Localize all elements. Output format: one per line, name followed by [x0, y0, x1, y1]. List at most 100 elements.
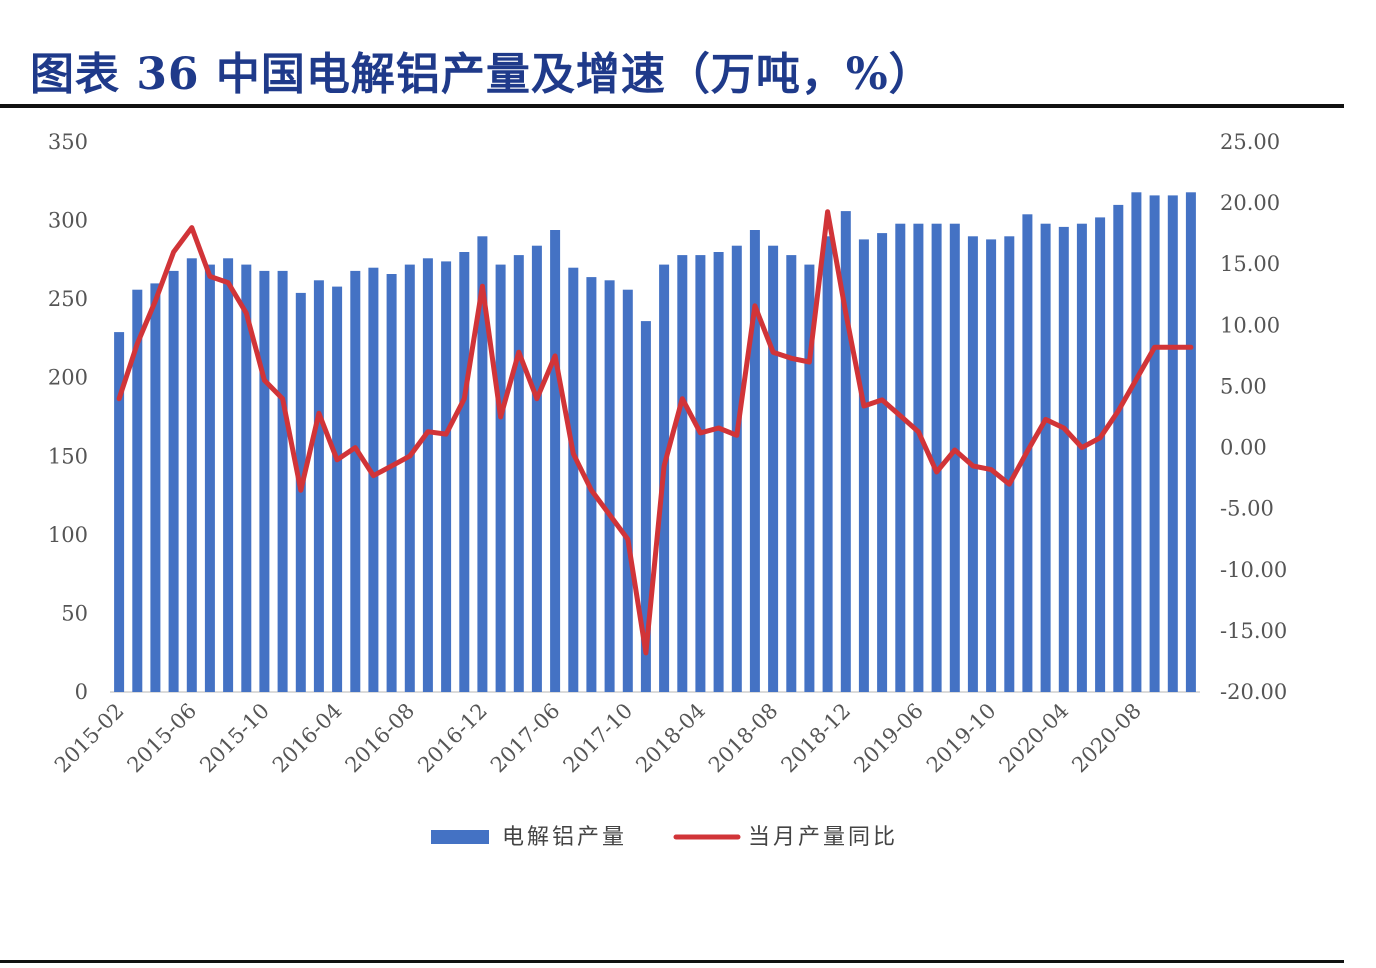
bar: [313, 280, 324, 692]
bar: [477, 236, 488, 693]
bar: [241, 264, 252, 692]
x-axis-tick: 2018-08: [704, 699, 783, 778]
bar: [531, 245, 542, 692]
bar: [1131, 192, 1142, 693]
bottom-divider: [0, 960, 1344, 963]
bar: [223, 258, 234, 692]
bar: [186, 258, 197, 692]
bar: [1095, 217, 1106, 692]
bar: [895, 223, 906, 692]
left-axis-tick: 100: [48, 523, 88, 547]
chart-title: 图表 36 中国电解铝产量及增速（万吨，%）: [30, 49, 934, 100]
bar: [332, 286, 343, 692]
bar: [804, 264, 815, 692]
left-axis-tick: 350: [48, 130, 88, 154]
right-axis-tick: -5.00: [1220, 497, 1274, 521]
bar: [622, 289, 633, 692]
bar: [150, 283, 161, 692]
bar: [913, 223, 924, 692]
bar: [1185, 192, 1196, 693]
bar: [877, 233, 888, 692]
bar: [422, 258, 433, 692]
left-axis-tick: 150: [48, 444, 88, 468]
x-axis-tick: 2016-04: [268, 699, 347, 778]
x-axis-tick: 2015-02: [50, 699, 129, 778]
bar: [168, 270, 179, 692]
legend: 电解铝产量 当月产量同比: [431, 825, 898, 850]
right-axis-tick: -15.00: [1220, 619, 1287, 643]
right-axis-ticks: -20.00 -15.00 -10.00 -5.00 0.00 5.00 10.00 15.0…: [1220, 130, 1287, 704]
bar: [731, 245, 742, 692]
x-axis-tick: 2016-12: [413, 699, 492, 778]
bar: [386, 274, 397, 692]
bar: [495, 264, 506, 692]
right-axis-tick: 15.00: [1220, 252, 1280, 276]
bar: [1076, 223, 1087, 692]
bar: [858, 239, 869, 692]
bar: [404, 264, 415, 692]
bar: [986, 239, 997, 692]
bar: [840, 211, 851, 692]
bar: [768, 245, 779, 692]
legend-label-line: 当月产量同比: [748, 825, 898, 850]
bar: [1040, 223, 1051, 692]
right-axis-tick: 0.00: [1220, 436, 1267, 460]
bar: [586, 277, 597, 692]
bar: [749, 230, 760, 692]
bar: [368, 267, 379, 692]
bar: [695, 255, 706, 692]
bar: [441, 261, 452, 692]
bar: [949, 223, 960, 692]
right-axis-tick: -20.00: [1220, 680, 1287, 704]
bar: [350, 270, 361, 692]
bar: [204, 264, 215, 692]
x-axis-tick: 2019-10: [922, 699, 1001, 778]
bar-series-production: [114, 192, 1196, 693]
bar: [568, 267, 579, 692]
legend-label-bar: 电解铝产量: [502, 825, 627, 850]
left-axis-tick: 200: [48, 366, 88, 390]
bar: [1167, 195, 1178, 692]
right-axis-tick: 5.00: [1220, 374, 1267, 398]
right-axis-tick: 25.00: [1220, 130, 1280, 154]
left-axis-ticks: 0 50 100 150 200 250 300 350: [48, 130, 88, 704]
legend-swatch-bar: [431, 830, 489, 844]
x-axis-tick: 2017-10: [559, 699, 638, 778]
bar: [259, 270, 270, 692]
left-axis-tick: 50: [61, 601, 88, 625]
bar: [513, 255, 524, 692]
x-axis-tick: 2016-08: [341, 699, 420, 778]
x-axis-tick: 2015-06: [123, 699, 202, 778]
x-axis-tick: 2018-04: [631, 699, 710, 778]
x-axis-tick: 2019-06: [849, 699, 928, 778]
title-divider: [0, 104, 1344, 108]
right-axis-tick: -10.00: [1220, 558, 1287, 582]
bar: [1058, 226, 1069, 692]
bar: [677, 255, 688, 692]
bar: [640, 321, 651, 692]
x-axis-tick: 2015-10: [195, 699, 274, 778]
bar: [931, 223, 942, 692]
bar: [277, 270, 288, 692]
bar: [1004, 236, 1015, 693]
bar: [786, 255, 797, 692]
bar: [604, 280, 615, 692]
x-axis-tick: 2020-08: [1067, 699, 1146, 778]
bar: [114, 332, 125, 692]
bar: [459, 252, 470, 692]
bar: [1113, 204, 1124, 692]
bar: [713, 252, 724, 692]
line-series-yoy: [116, 209, 1194, 656]
right-axis-tick: 10.00: [1220, 313, 1280, 337]
x-axis-tick: 2017-06: [486, 699, 565, 778]
x-axis-ticks: 2015-022015-062015-102016-042016-082016-…: [50, 699, 1146, 778]
left-axis-tick: 250: [48, 287, 88, 311]
right-axis-tick: 20.00: [1220, 191, 1280, 215]
left-axis-tick: 300: [48, 209, 88, 233]
x-axis-tick: 2018-12: [777, 699, 856, 778]
left-axis-tick: 0: [75, 680, 88, 704]
bar: [550, 230, 561, 692]
bar: [1149, 195, 1160, 692]
bar: [132, 289, 143, 692]
